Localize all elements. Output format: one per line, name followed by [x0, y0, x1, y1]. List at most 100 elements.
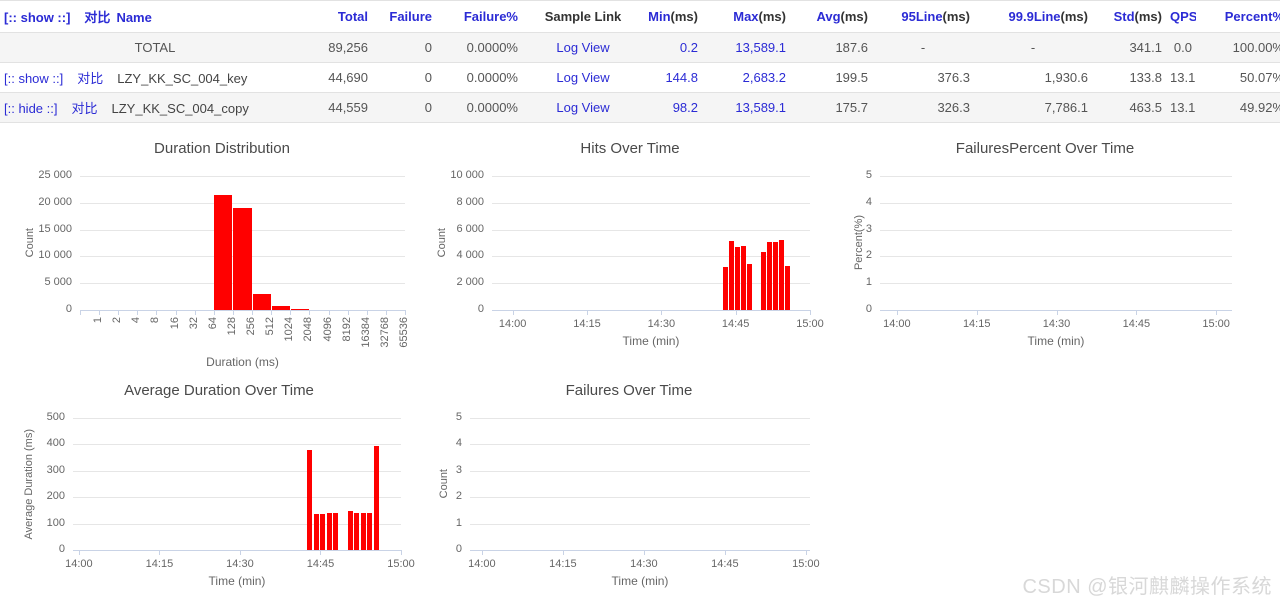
cell-value-failure: 0 [424, 40, 432, 55]
bar [784, 266, 790, 310]
cell-p999: 7,786.1 [974, 92, 1092, 123]
y-tick-label: 6 000 [456, 222, 484, 235]
header-sort-std[interactable]: Std [1113, 9, 1135, 24]
cell-p95: 376.3 [872, 62, 974, 93]
cell-min: 98.2 [644, 92, 702, 123]
y-tick-label: 3 [455, 463, 462, 476]
header-sort-failure_pct[interactable]: Failure% [463, 9, 518, 24]
x-tick-mark [99, 310, 101, 315]
row-compare-link[interactable]: 对比 [77, 71, 104, 86]
x-tick-mark [271, 310, 273, 315]
row-compare-link[interactable]: 对比 [71, 101, 98, 116]
header-sort-percent[interactable]: Percent% [1224, 9, 1280, 24]
header-sort-total[interactable]: Total [337, 9, 368, 24]
table-header-row: [:: show ::] 对比 Name Total Failure Failure% Sa… [0, 0, 1280, 33]
y-tick-label: 10 000 [450, 169, 484, 181]
y-tick-label: 300 [46, 463, 65, 476]
x-tick-mark [194, 310, 196, 315]
x-tick-mark [80, 310, 81, 315]
header-compare-link[interactable]: 对比 [84, 10, 111, 25]
row-controls-name-cell: TOTAL [0, 32, 310, 63]
x-tick-mark [175, 310, 177, 315]
x-tick-mark [896, 310, 898, 315]
x-tick-mark [252, 310, 254, 315]
x-tick-label: 14:45 [721, 318, 750, 330]
chart-title: Failures Over Time [565, 382, 693, 399]
row-toggle-link[interactable]: [:: hide ::] [4, 101, 58, 116]
x-tick-mark [328, 310, 330, 315]
header-name-label: Name [116, 10, 152, 25]
cell-value-max[interactable]: 2,683.2 [742, 70, 786, 85]
header-sort-min[interactable]: Min [648, 9, 671, 24]
table-row: [:: hide ::] 对比 LZY_KK_SC_004_copy 44,559 0 0… [0, 92, 1280, 123]
chart-title: Duration Distribution [154, 140, 290, 157]
x-tick-mark [78, 550, 80, 555]
header-sort-qps[interactable]: QPS [1170, 9, 1196, 24]
y-tick-label: 2 000 [456, 276, 484, 289]
x-tick-label: 128 [225, 317, 238, 336]
gridline [880, 202, 1232, 204]
gridline [880, 229, 1232, 231]
header-sort-p999[interactable]: 99.9Line [1008, 9, 1061, 24]
cell-value-failure_pct: 0.0000% [466, 70, 518, 85]
x-tick-label: 14:00 [498, 318, 527, 330]
cell-value-min[interactable]: 98.2 [672, 100, 698, 115]
bar [373, 446, 379, 550]
y-tick-label: 5 [865, 169, 872, 181]
cell-value-failure: 0 [424, 70, 432, 85]
cell-value-min[interactable]: 144.8 [665, 70, 698, 85]
log-view-link[interactable]: Log View [556, 70, 610, 85]
header-sort-max[interactable]: Max [733, 9, 759, 24]
cell-value-p999: 1,930.6 [1044, 70, 1088, 85]
row-controls-name-cell: [:: show ::] 对比 LZY_KK_SC_004_key [0, 62, 310, 93]
x-tick-mark [810, 310, 811, 315]
x-tick-label: 14:15 [145, 558, 174, 570]
cell-p95: - [872, 32, 974, 63]
gridline [492, 176, 810, 177]
x-tick-mark [118, 310, 120, 315]
y-tick-label: 5 [455, 411, 462, 423]
header-show-toggle-link[interactable]: [:: show ::] [4, 10, 71, 25]
row-toggle-link[interactable]: [:: show ::] [4, 71, 64, 86]
cell-value-max[interactable]: 13,589.1 [735, 100, 786, 115]
bar [778, 240, 784, 310]
cell-qps: 13.1 [1166, 62, 1196, 93]
x-tick-label: 16384 [359, 317, 372, 348]
x-tick-mark [1056, 310, 1058, 315]
cell-value-avg: 187.6 [835, 40, 868, 55]
gridline [470, 523, 810, 525]
y-tick-label: 0 [455, 543, 462, 555]
header-total: Total [310, 0, 372, 33]
cell-value-percent: 49.92% [1239, 100, 1280, 115]
x-tick-label: 4 [130, 317, 143, 324]
cell-value-avg: 175.7 [835, 100, 868, 115]
x-tick-label: 1024 [283, 317, 296, 342]
header-sort-p95[interactable]: 95Line [901, 9, 943, 24]
y-tick-label: 0 [477, 303, 484, 315]
x-tick-label: 14:45 [711, 558, 739, 570]
log-view-link[interactable]: Log View [556, 100, 610, 115]
x-tick-label: 15:00 [792, 558, 820, 570]
x-axis-line [470, 550, 810, 551]
header-sort-avg[interactable]: Avg [816, 9, 841, 24]
header-p95-suffix: (ms) [942, 9, 970, 24]
x-tick-label: 15:00 [1202, 318, 1230, 330]
cell-total: 44,559 [310, 92, 372, 123]
header-std: Std(ms) [1092, 0, 1166, 33]
gridline [73, 470, 401, 472]
cell-value-max[interactable]: 13,589.1 [735, 40, 786, 55]
y-tick-label: 400 [46, 437, 65, 450]
x-tick-mark [587, 310, 588, 315]
y-tick-label: 500 [46, 411, 65, 423]
cell-value-min[interactable]: 0.2 [679, 40, 698, 55]
y-tick-label: 5 000 [44, 276, 72, 289]
bar [307, 450, 313, 550]
cell-sample_link: Log View [522, 62, 644, 93]
x-tick-mark [735, 310, 737, 315]
gridline [73, 523, 401, 525]
gridline [470, 418, 810, 419]
x-tick-label: 14:15 [573, 318, 601, 330]
header-sort-failure[interactable]: Failure [389, 9, 432, 24]
cell-p999: - [974, 32, 1092, 63]
log-view-link[interactable]: Log View [556, 40, 610, 55]
